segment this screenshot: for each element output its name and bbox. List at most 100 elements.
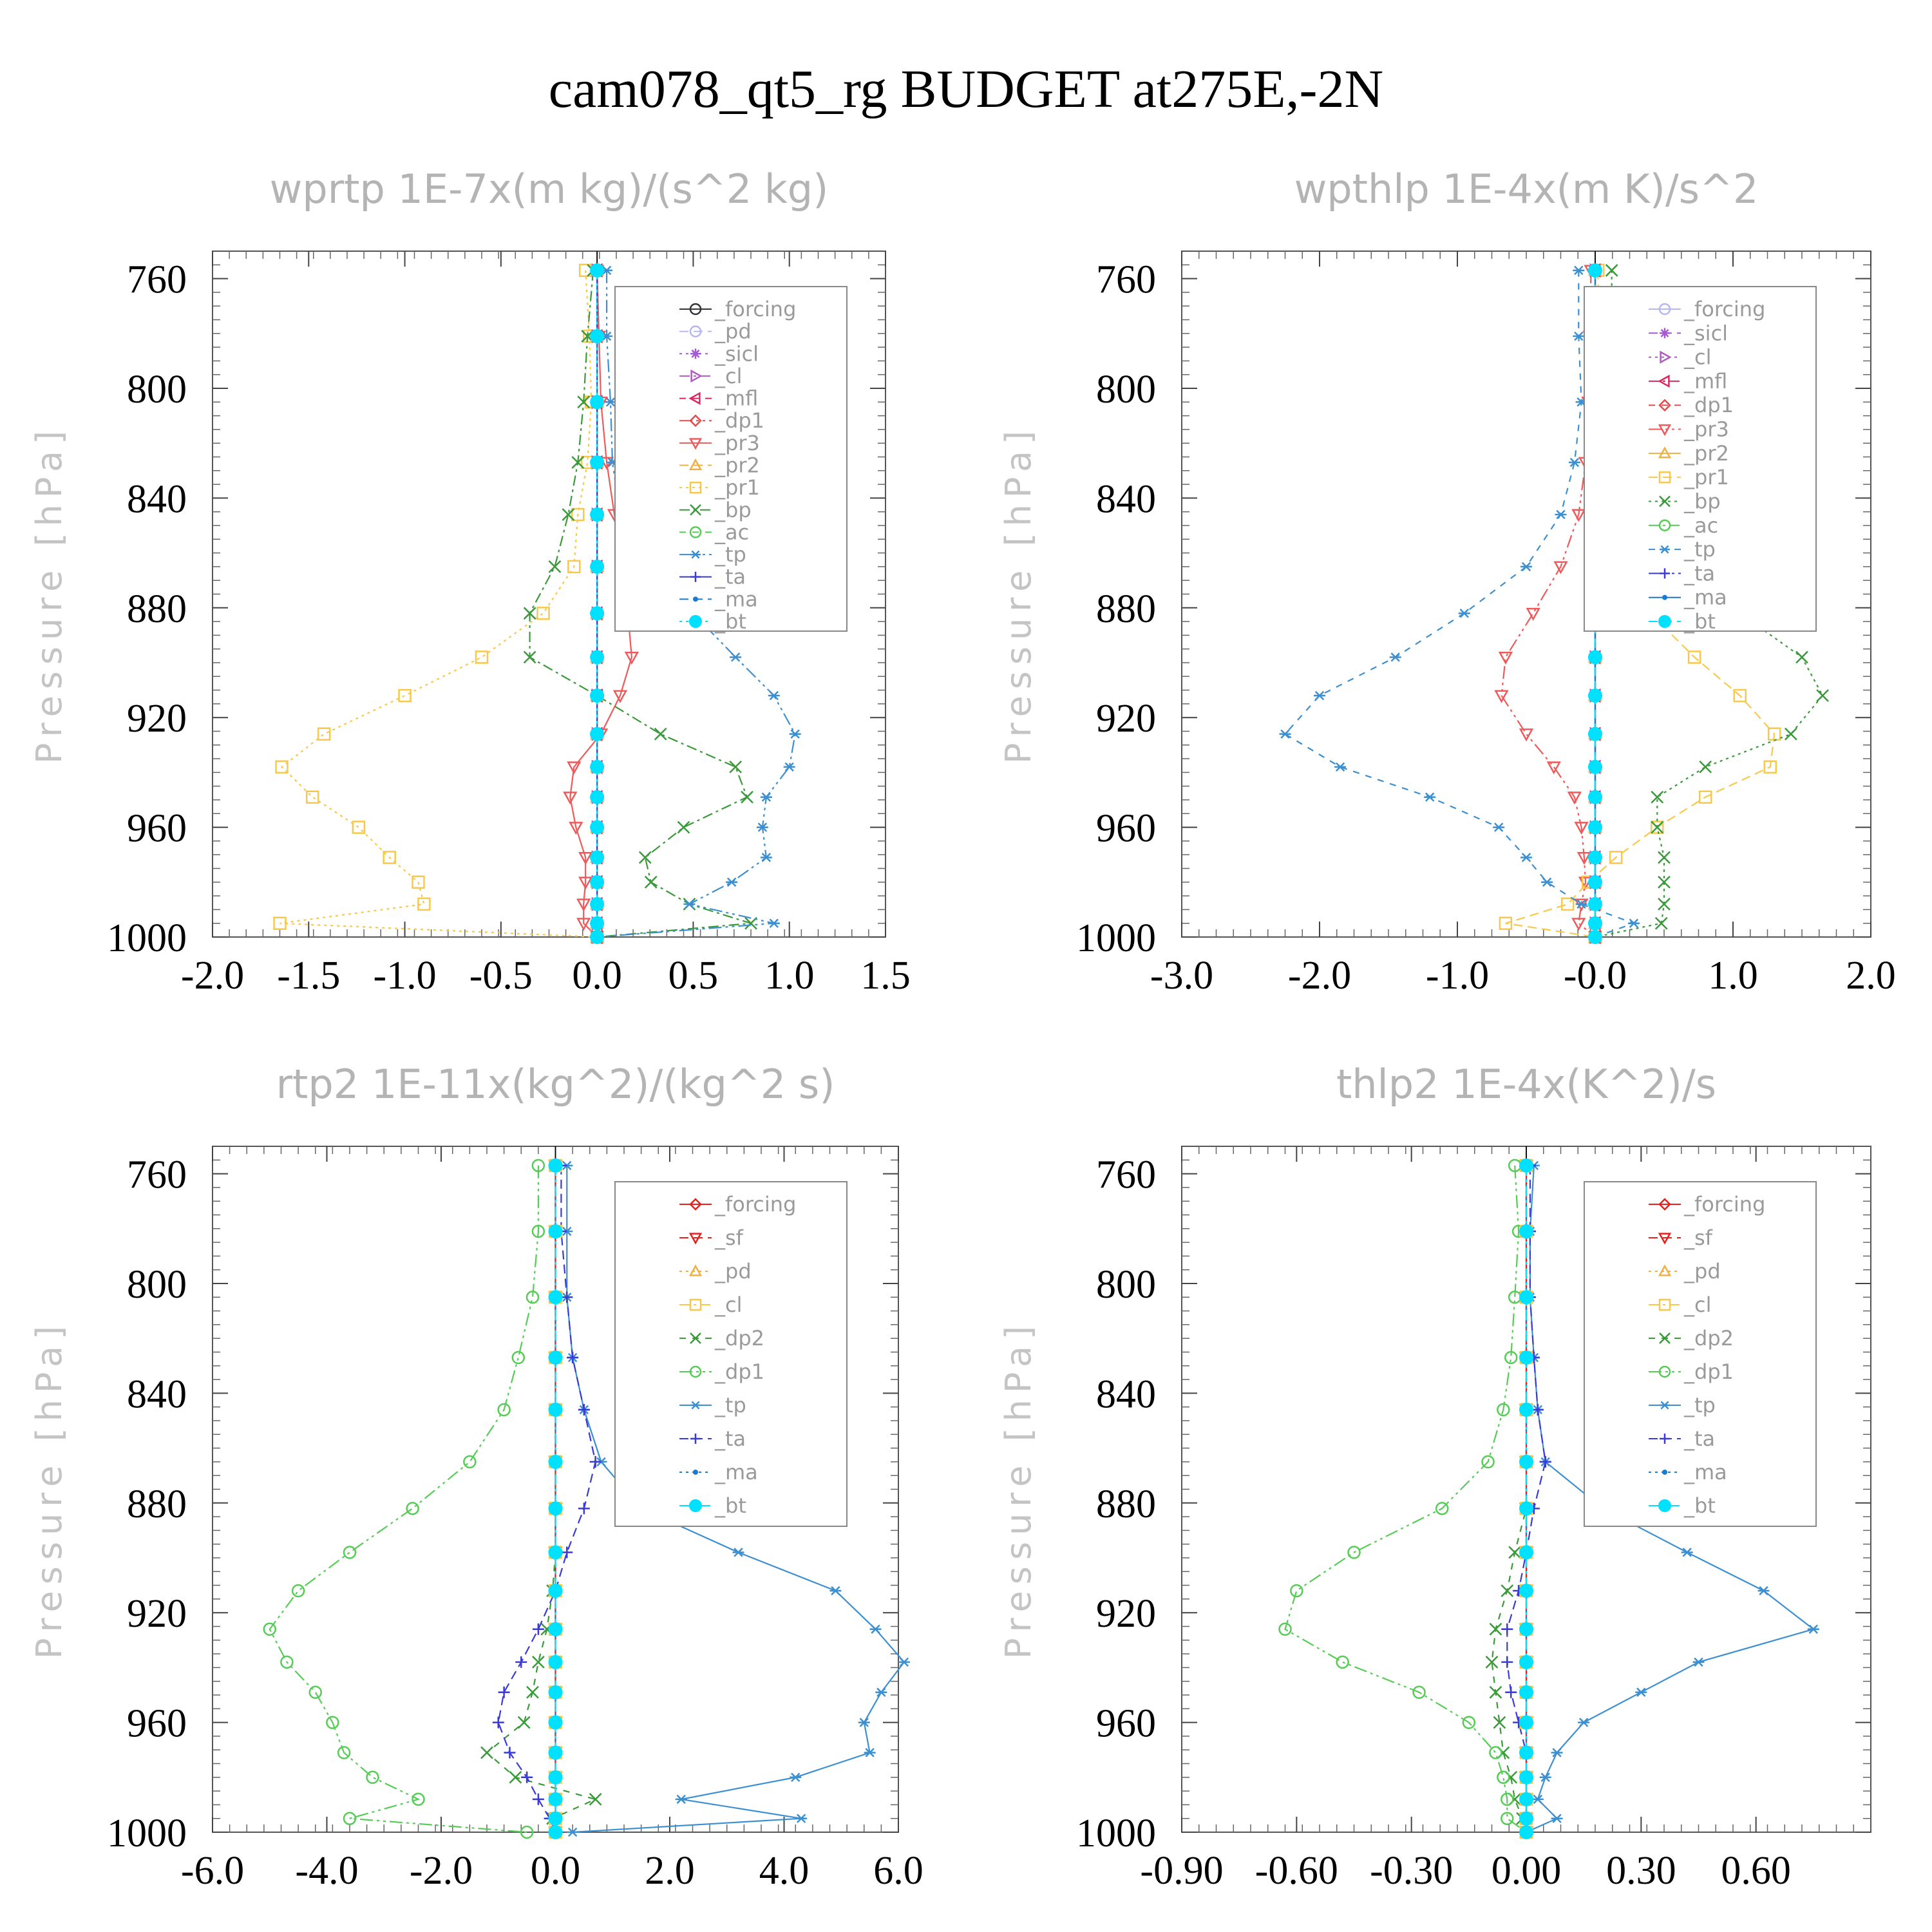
legend-item: _ta	[679, 565, 746, 589]
legend-marker	[1658, 1264, 1672, 1276]
series-line	[1501, 270, 1596, 938]
data-point	[1519, 1825, 1533, 1839]
y-tick-label: 920	[127, 697, 187, 741]
legend-item: _pd	[679, 1259, 752, 1283]
series-bt	[1519, 1158, 1533, 1839]
data-point	[532, 1793, 544, 1805]
data-point	[548, 1224, 563, 1239]
data-point	[1519, 1224, 1533, 1239]
legend-marker	[690, 1434, 701, 1444]
data-point	[1784, 727, 1797, 741]
data-point	[571, 507, 585, 522]
data-point	[1519, 1654, 1533, 1669]
page-title: cam078_qt5_rg BUDGET at275E,-2N	[548, 59, 1384, 119]
data-point	[406, 1502, 419, 1515]
data-point	[858, 1718, 870, 1727]
data-point	[1489, 1685, 1502, 1699]
data-point	[578, 876, 593, 890]
legend-label: _ta	[714, 1426, 746, 1451]
legend-label: _dp2	[1683, 1326, 1734, 1350]
legend-item: _ma	[679, 1460, 758, 1484]
legend-label: _ma	[1683, 585, 1727, 610]
data-point	[548, 1685, 563, 1700]
data-point	[567, 560, 581, 574]
data-point	[504, 1747, 516, 1759]
x-tick-label: 0.00	[1492, 1849, 1562, 1893]
legend-label: _cl	[714, 364, 742, 388]
data-point	[756, 822, 768, 832]
legend-item: _bp	[1649, 489, 1721, 513]
data-point	[1519, 1745, 1533, 1760]
legend-item: _forcing	[1649, 297, 1765, 321]
y-tick-label: 1000	[1076, 916, 1156, 960]
data-point	[531, 1159, 545, 1173]
data-point	[1520, 853, 1532, 862]
data-point	[1508, 1546, 1522, 1559]
data-point	[571, 456, 585, 469]
data-point	[589, 1792, 602, 1806]
data-point	[1290, 1584, 1303, 1598]
legend-item: _bt	[1649, 609, 1716, 634]
legend-marker	[690, 1401, 701, 1410]
data-point	[1681, 1548, 1693, 1557]
x-tick-label: -1.0	[1426, 954, 1489, 998]
x-tick-label: 4.0	[759, 1849, 810, 1893]
data-point	[1560, 897, 1575, 911]
data-point	[515, 1656, 527, 1668]
data-point	[768, 690, 780, 701]
y-tick-label: 760	[1096, 1153, 1156, 1197]
data-point	[263, 1622, 276, 1636]
data-point	[536, 607, 550, 620]
data-point	[577, 395, 591, 409]
legend-label: _ac	[714, 520, 749, 544]
legend-item: _mfl	[679, 386, 758, 411]
data-point	[1520, 562, 1532, 572]
y-axis-label: Pressure [hPa]	[998, 1320, 1039, 1659]
data-point	[343, 1812, 357, 1825]
data-point	[1501, 1656, 1513, 1668]
data-point	[1588, 759, 1602, 774]
legend-item: _forcing	[679, 297, 796, 321]
data-point	[1588, 790, 1602, 804]
data-point	[1462, 1716, 1476, 1729]
data-point	[1588, 820, 1602, 835]
data-point	[412, 875, 425, 889]
data-point	[1531, 1403, 1544, 1416]
legend-item: _dp1	[679, 408, 764, 433]
data-point	[1485, 1655, 1499, 1669]
data-point	[612, 690, 628, 703]
data-point	[548, 1745, 563, 1760]
data-point	[567, 1827, 579, 1837]
data-point	[864, 1748, 876, 1757]
legend-marker	[1660, 545, 1670, 554]
data-point	[638, 851, 652, 864]
x-tick-label: 0.60	[1721, 1849, 1791, 1893]
chart-title: wprtp 1E-7x(m kg)/(s^2 kg)	[270, 166, 829, 213]
legend-marker	[689, 414, 702, 427]
legend-marker	[1658, 1298, 1671, 1311]
legend-item: _tp	[1649, 1393, 1716, 1417]
legend-item: _cl	[1649, 345, 1711, 370]
data-point	[1555, 509, 1567, 520]
legend-item: _ac	[1649, 513, 1718, 538]
y-axis-label: Pressure [hPa]	[29, 1320, 70, 1659]
data-point	[1588, 726, 1602, 741]
legend: _forcing_pd_sicl_cl_mfl_dp1_pr3_pr2_pr1_…	[614, 286, 848, 634]
data-point	[548, 560, 562, 573]
x-tick-label: -0.5	[469, 954, 533, 998]
legend-marker	[690, 504, 701, 516]
series-line	[497, 1165, 596, 1833]
y-tick-label: 840	[127, 477, 187, 521]
x-tick-label: -1.5	[277, 954, 340, 998]
data-point	[590, 263, 605, 278]
x-tick-label: 2.0	[1846, 954, 1896, 998]
data-point	[1588, 263, 1602, 278]
legend-item: _tp	[1649, 537, 1716, 562]
data-point	[760, 853, 772, 862]
chart-title: thlp2 1E-4x(K^2)/s	[1336, 1061, 1716, 1108]
data-point	[589, 1455, 601, 1468]
legend-marker	[1658, 471, 1671, 484]
data-point	[511, 1350, 526, 1365]
data-point	[1519, 1792, 1533, 1806]
legend-label: _bt	[1683, 1493, 1716, 1518]
